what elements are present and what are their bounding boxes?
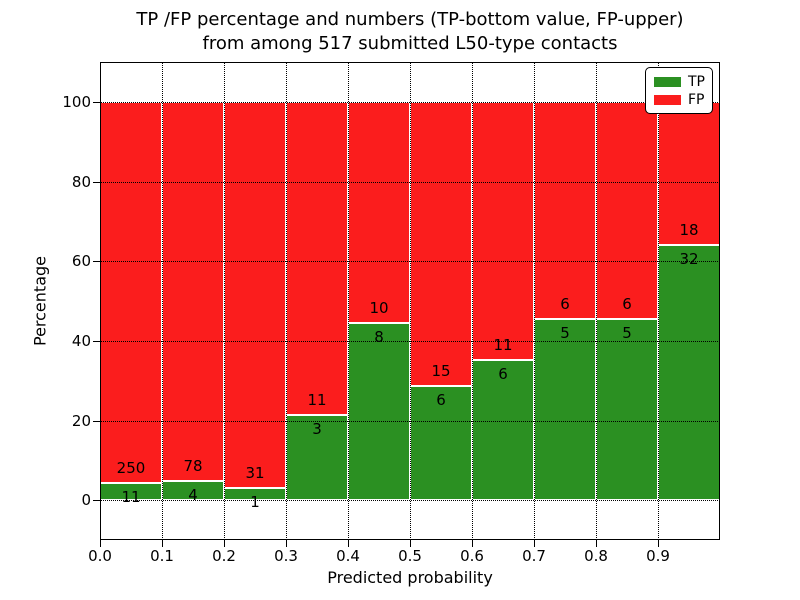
fp-count-label: 11 xyxy=(307,390,327,409)
x-axis-label: Predicted probability xyxy=(327,568,493,587)
legend-entry-tp: TP xyxy=(646,73,712,91)
tp-bar-segment xyxy=(348,323,410,501)
tp-bar-segment xyxy=(658,245,720,501)
x-tick-label: 0.5 xyxy=(398,547,422,565)
y-tick-label: 100 xyxy=(62,92,91,111)
gridline-vertical xyxy=(472,62,473,540)
y-tick-label: 80 xyxy=(71,172,91,191)
x-tick-label: 0.3 xyxy=(274,547,298,565)
x-tick xyxy=(596,540,597,547)
x-tick-label: 0.4 xyxy=(336,547,360,565)
gridline-vertical xyxy=(534,62,535,540)
gridline-vertical xyxy=(348,62,349,540)
gridline-vertical xyxy=(162,62,163,540)
legend-label-tp: TP xyxy=(688,74,705,90)
tp-count-label: 3 xyxy=(312,419,322,438)
x-tick xyxy=(348,540,349,547)
gridline-horizontal xyxy=(100,420,720,422)
gridline-vertical xyxy=(224,62,225,540)
fp-count-label: 11 xyxy=(493,335,513,354)
tp-count-label: 5 xyxy=(622,324,632,343)
fp-bar-segment xyxy=(348,101,410,324)
fp-count-label: 6 xyxy=(622,295,632,314)
y-tick xyxy=(93,340,100,342)
x-tick-label: 0.8 xyxy=(584,547,608,565)
legend-label-fp: FP xyxy=(688,92,705,108)
legend-entry-fp: FP xyxy=(646,91,712,109)
gridline-horizontal xyxy=(100,101,720,103)
x-tick xyxy=(224,540,225,547)
fp-bar-segment xyxy=(286,101,348,415)
fp-bar-segment xyxy=(100,101,162,484)
gridline-vertical xyxy=(658,62,659,540)
gridline-vertical xyxy=(410,62,411,540)
legend-swatch-fp xyxy=(654,95,681,105)
x-tick-label: 0.1 xyxy=(150,547,174,565)
fp-bar-segment xyxy=(162,101,224,481)
y-tick-label: 20 xyxy=(71,411,91,430)
fp-bar-segment xyxy=(410,101,472,387)
x-tick-label: 0.0 xyxy=(88,547,112,565)
legend-swatch-tp xyxy=(654,77,681,87)
fp-count-label: 78 xyxy=(183,456,203,475)
y-tick-label: 0 xyxy=(81,491,91,510)
tp-count-label: 1 xyxy=(250,492,260,511)
tp-count-label: 8 xyxy=(374,328,384,347)
tp-count-label: 32 xyxy=(679,250,699,269)
fp-count-label: 18 xyxy=(679,221,699,240)
x-tick xyxy=(100,540,101,547)
y-tick-label: 40 xyxy=(71,331,91,350)
fp-count-label: 10 xyxy=(369,299,389,318)
tp-count-label: 4 xyxy=(188,485,198,504)
fp-bar-segment xyxy=(596,101,658,320)
tp-bar-segment xyxy=(534,319,596,501)
fp-bar-segment xyxy=(224,101,286,488)
fp-bar-segment xyxy=(472,101,534,360)
gridline-vertical xyxy=(286,62,287,540)
fp-count-label: 250 xyxy=(116,459,146,478)
tp-count-label: 6 xyxy=(436,391,446,410)
gridline-horizontal xyxy=(100,181,720,183)
x-tick-label: 0.2 xyxy=(212,547,236,565)
chart-title: TP /FP percentage and numbers (TP-bottom… xyxy=(100,8,720,56)
y-tick-label: 60 xyxy=(71,252,91,271)
fp-bar-segment xyxy=(534,101,596,320)
x-tick xyxy=(162,540,163,547)
fp-count-label: 6 xyxy=(560,295,570,314)
tp-bar-segment xyxy=(286,414,348,501)
fp-count-label: 15 xyxy=(431,362,451,381)
gridline-vertical xyxy=(596,62,597,540)
chart-title-line2: from among 517 submitted L50-type contac… xyxy=(202,33,618,54)
gridline-horizontal xyxy=(100,261,720,263)
tp-count-label: 6 xyxy=(498,364,508,383)
y-tick xyxy=(93,420,100,422)
x-tick xyxy=(658,540,659,547)
x-tick xyxy=(410,540,411,547)
x-tick-label: 0.7 xyxy=(522,547,546,565)
tp-count-label: 5 xyxy=(560,324,570,343)
fp-count-label: 31 xyxy=(245,463,265,482)
x-tick xyxy=(286,540,287,547)
x-tick-label: 0.6 xyxy=(460,547,484,565)
x-tick xyxy=(534,540,535,547)
x-tick xyxy=(472,540,473,547)
tp-count-label: 11 xyxy=(121,488,141,507)
gridline-horizontal xyxy=(100,500,720,502)
plot-area: 250 11 78 4 31 1 11 3 10 8 15 6 11 6 6 5 6 5 18 32 xyxy=(100,62,720,540)
x-tick-label: 0.9 xyxy=(646,547,670,565)
y-tick xyxy=(93,181,100,183)
tp-bar-segment xyxy=(596,319,658,501)
gridline-horizontal xyxy=(100,340,720,342)
y-tick xyxy=(93,261,100,263)
legend: TP FP xyxy=(645,67,713,114)
chart-title-line1: TP /FP percentage and numbers (TP-bottom… xyxy=(136,9,684,30)
y-tick xyxy=(93,101,100,103)
y-tick xyxy=(93,500,100,502)
